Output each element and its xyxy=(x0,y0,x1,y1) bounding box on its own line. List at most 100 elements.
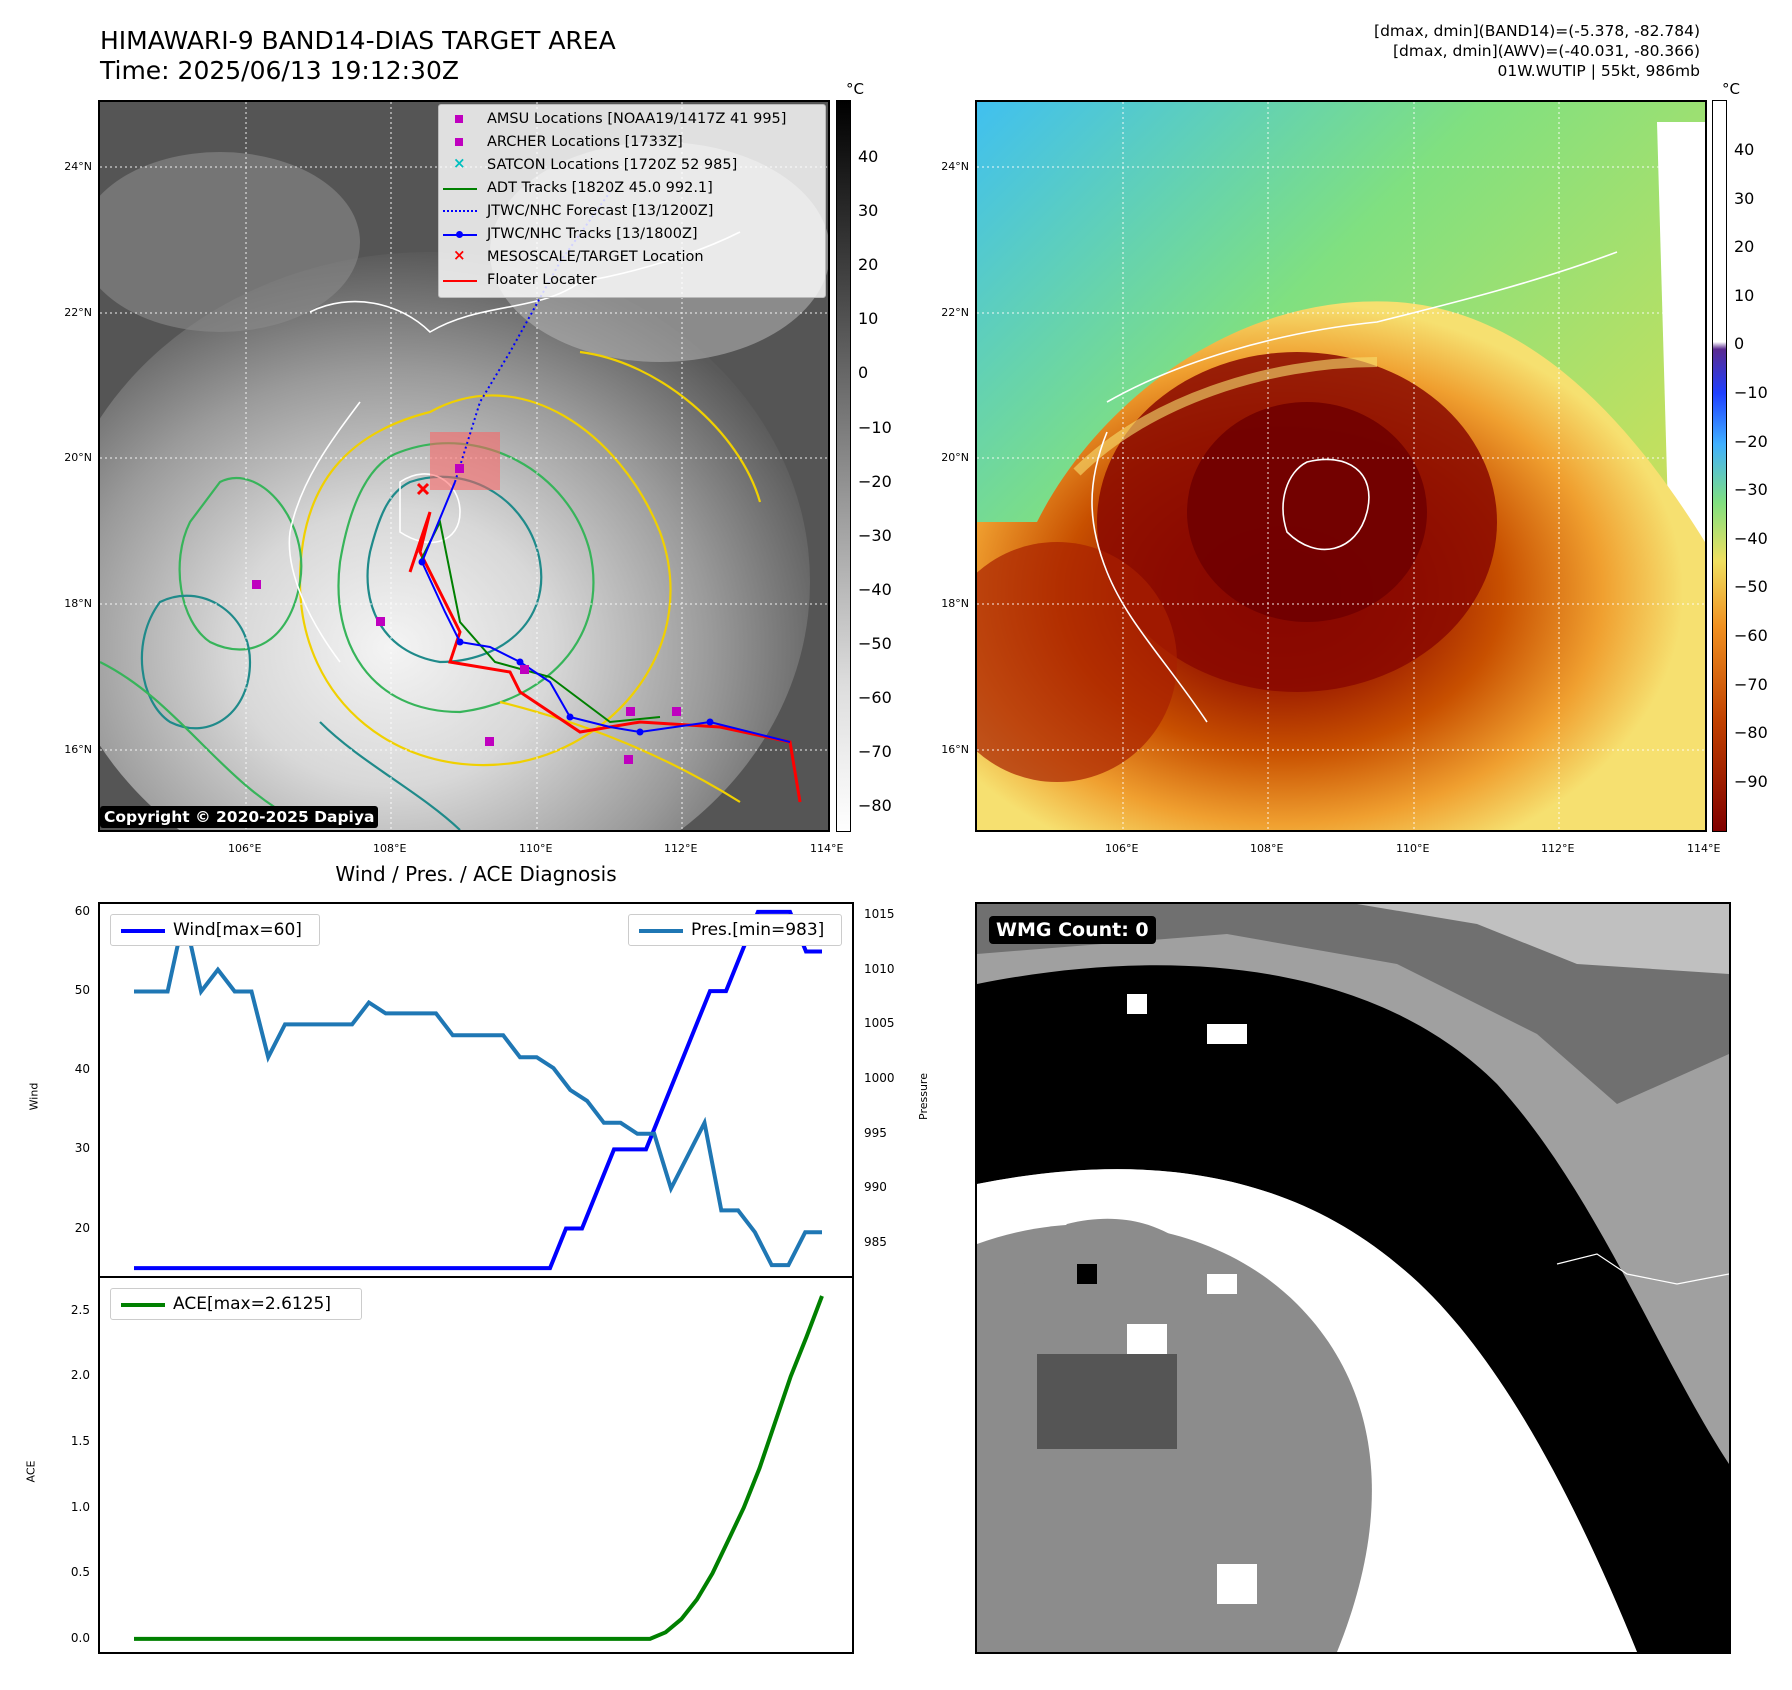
ace-ylabel: ACE xyxy=(24,1460,38,1483)
colorbar-tick-label: −90 xyxy=(1734,771,1768,791)
copyright-badge: Copyright © 2020-2025 Dapiya xyxy=(100,806,379,828)
lat-tick-label: 22°N xyxy=(64,306,92,319)
ace-tick-label: 2.0 xyxy=(70,1368,90,1383)
pressure-tick-label: 1015 xyxy=(864,906,895,921)
colorbar-tick-label: −70 xyxy=(1734,674,1768,694)
lat-tick-label: 18°N xyxy=(941,597,969,610)
info-awv: [dmax, dmin](AWV)=(-40.031, -80.366) xyxy=(1393,42,1700,60)
lat-tick-label: 22°N xyxy=(941,306,969,319)
legend-item-satcon: × SATCON Locations [1720Z 52 985] xyxy=(453,154,738,173)
lon-tick-label: 106°E xyxy=(228,842,262,855)
chart-title: HIMAWARI-9 BAND14-DIAS TARGET AREA xyxy=(100,26,616,55)
awv-colorbar xyxy=(1712,100,1727,832)
awv-map-panel xyxy=(975,100,1707,832)
diagnosis-title: Wind / Pres. / ACE Diagnosis xyxy=(335,862,617,886)
wmg-count-badge: WMG Count: 0 xyxy=(989,916,1156,944)
wind-tick-label: 60 xyxy=(74,903,90,918)
pressure-tick-label: 1005 xyxy=(864,1016,895,1031)
pressure-series-line xyxy=(134,914,822,1268)
pressure-tick-label: 990 xyxy=(864,1180,887,1195)
lat-tick-label: 16°N xyxy=(941,743,969,756)
colorbar-tick-label: −50 xyxy=(858,633,892,653)
ace-series-line xyxy=(134,1295,824,1641)
colorbar-tick-label: 10 xyxy=(858,309,879,329)
info-band14: [dmax, dmin](BAND14)=(-5.378, -82.784) xyxy=(1374,22,1700,40)
wind-legend-swatch xyxy=(121,929,165,933)
wind-pressure-panel: Wind[max=60] Pres.[min=983] xyxy=(98,902,854,1278)
dotted-line-icon xyxy=(443,210,477,212)
square-marker-icon xyxy=(455,115,463,123)
colorbar-tick-label: −70 xyxy=(858,742,892,762)
awv-colorbar-unit: °C xyxy=(1722,80,1740,98)
colorbar-tick-label: −30 xyxy=(858,525,892,545)
lon-tick-label: 108°E xyxy=(373,842,407,855)
colorbar-tick-label: 0 xyxy=(858,363,869,383)
wind-tick-label: 20 xyxy=(74,1220,90,1235)
ir-map-panel: AMSU Locations [NOAA19/1417Z 41 995] ARC… xyxy=(98,100,830,832)
ace-tick-label: 0.0 xyxy=(70,1630,90,1645)
pressure-tick-label: 1010 xyxy=(864,961,895,976)
pressure-ylabel: Pressure xyxy=(916,1073,930,1120)
wind-ylabel: Wind xyxy=(27,1082,41,1111)
colorbar-tick-label: 0 xyxy=(1734,334,1745,354)
legend-item-forecast: JTWC/NHC Forecast [13/1200Z] xyxy=(439,201,825,223)
colorbar-tick-label: 30 xyxy=(858,201,879,221)
lon-tick-label: 114°E xyxy=(810,842,844,855)
legend-item-jtwc-tracks: JTWC/NHC Tracks [13/1800Z] xyxy=(439,224,825,246)
wind-legend: Wind[max=60] xyxy=(110,914,320,946)
lat-tick-label: 16°N xyxy=(64,743,92,756)
ace-panel: ACE[max=2.6125] xyxy=(98,1276,854,1654)
wind-series-line xyxy=(134,909,822,1271)
lat-tick-label: 24°N xyxy=(64,160,92,173)
pressure-legend: Pres.[min=983] xyxy=(628,914,842,946)
pressure-tick-label: 985 xyxy=(864,1235,887,1250)
ace-tick-label: 0.5 xyxy=(70,1565,90,1580)
ir-map-legend: AMSU Locations [NOAA19/1417Z 41 995] ARC… xyxy=(438,104,826,298)
colorbar-tick-label: −40 xyxy=(858,579,892,599)
colorbar-tick-label: −50 xyxy=(1734,577,1768,597)
colorbar-tick-label: 20 xyxy=(858,255,879,275)
lat-tick-label: 24°N xyxy=(941,160,969,173)
colorbar-tick-label: −80 xyxy=(1734,723,1768,743)
lon-tick-label: 106°E xyxy=(1105,842,1139,855)
line-marker-icon xyxy=(443,280,477,282)
wind-tick-label: 40 xyxy=(74,1062,90,1077)
ace-legend-swatch xyxy=(121,1303,165,1307)
colorbar-tick-label: 40 xyxy=(1734,140,1755,159)
x-marker-icon: × xyxy=(453,154,466,172)
lon-tick-label: 108°E xyxy=(1250,842,1284,855)
colorbar-tick-label: −80 xyxy=(858,796,892,816)
colorbar-tick-label: 30 xyxy=(1734,188,1755,208)
wmg-panel: WMG Count: 0 xyxy=(975,902,1731,1654)
colorbar-tick-label: −40 xyxy=(1734,528,1768,548)
lat-tick-label: 18°N xyxy=(64,597,92,610)
chart-time: Time: 2025/06/13 19:12:30Z xyxy=(100,56,459,85)
wind-pressure-plot xyxy=(134,909,822,1271)
colorbar-tick-label: −60 xyxy=(858,688,892,707)
legend-item-archer: ARCHER Locations [1733Z] xyxy=(439,132,825,154)
pressure-tick-label: 995 xyxy=(864,1125,887,1140)
ir-colorbar-unit: °C xyxy=(846,80,864,98)
square-marker-icon xyxy=(455,138,463,146)
ace-tick-label: 1.0 xyxy=(70,1499,90,1514)
lon-tick-label: 112°E xyxy=(664,842,698,855)
colorbar-tick-label: −60 xyxy=(1734,626,1768,645)
ace-tick-label: 2.5 xyxy=(70,1302,90,1317)
lon-tick-label: 114°E xyxy=(1687,842,1721,855)
colorbar-tick-label: −30 xyxy=(1734,480,1768,500)
ace-tick-label: 1.5 xyxy=(70,1434,90,1449)
legend-item-adt: ADT Tracks [1820Z 45.0 992.1] xyxy=(439,178,825,200)
dot-marker-icon xyxy=(456,231,463,238)
lon-tick-label: 112°E xyxy=(1541,842,1575,855)
lon-tick-label: 110°E xyxy=(519,842,553,855)
awv-map-image xyxy=(977,102,1705,830)
ace-plot xyxy=(134,1295,824,1641)
colorbar-tick-label: −10 xyxy=(858,417,892,437)
wind-tick-label: 50 xyxy=(74,983,90,998)
ace-legend: ACE[max=2.6125] xyxy=(110,1288,362,1320)
lat-tick-label: 20°N xyxy=(941,451,969,464)
info-storm: 01W.WUTIP | 55kt, 986mb xyxy=(1497,62,1700,80)
colorbar-tick-label: 20 xyxy=(1734,237,1755,257)
colorbar-tick-label: 10 xyxy=(1734,285,1755,305)
colorbar-tick-label: −10 xyxy=(1734,383,1768,402)
